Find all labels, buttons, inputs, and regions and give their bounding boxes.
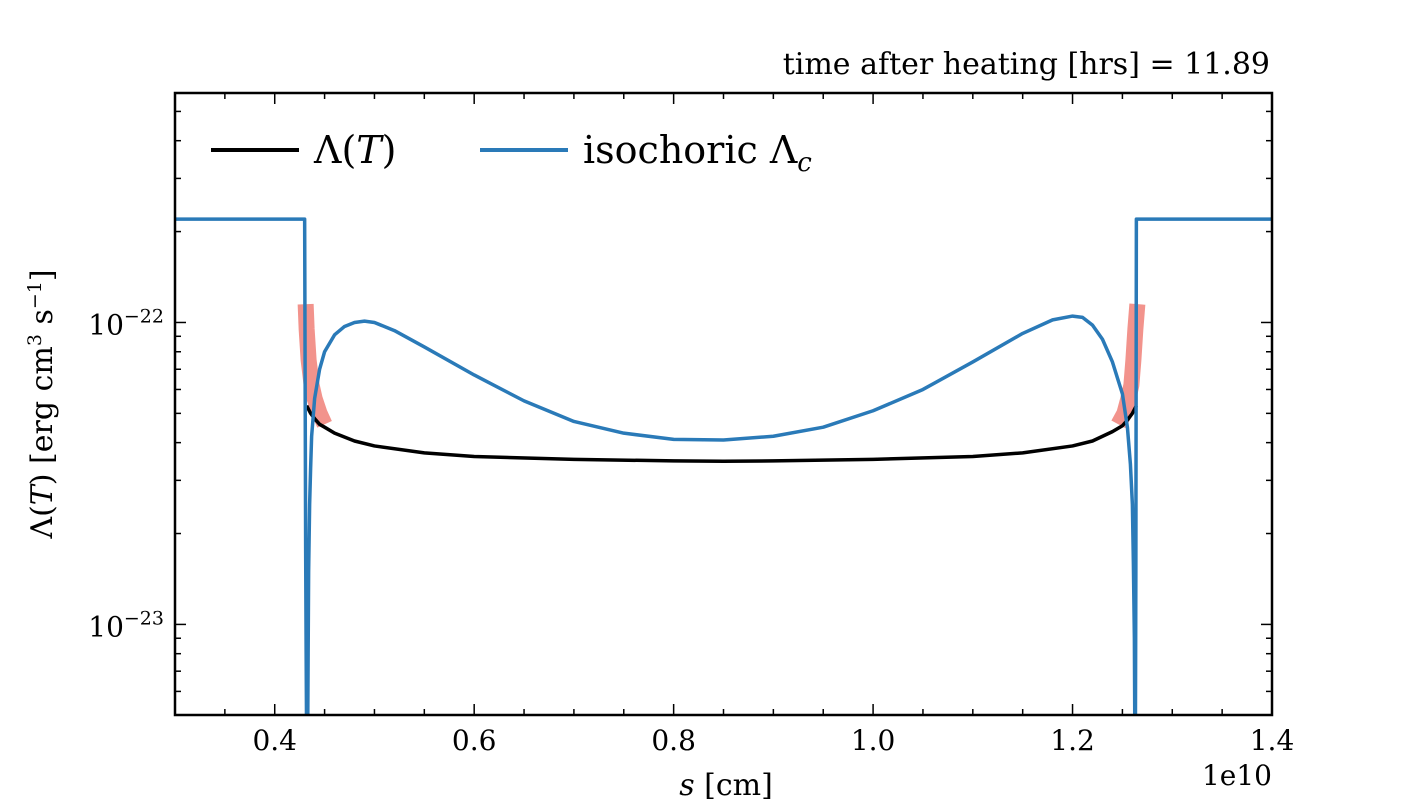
tick-layer bbox=[174, 93, 1273, 715]
series-layer bbox=[175, 217, 1272, 715]
x-tick-labels: 0.4 0.6 0.8 1.0 1.2 1.4 bbox=[252, 724, 1294, 757]
x-tick-label: 1.4 bbox=[1250, 724, 1295, 757]
x-tick-label: 0.4 bbox=[252, 724, 297, 757]
legend-label-lambda: Λ(T) bbox=[313, 128, 396, 172]
x-offset-label: 1e10 bbox=[1202, 759, 1272, 792]
series-line-lambda bbox=[305, 404, 1138, 464]
x-tick-label: 0.8 bbox=[651, 724, 696, 757]
x-tick-label: 0.6 bbox=[452, 724, 497, 757]
plot-frame bbox=[173, 91, 1274, 717]
series-line-isochoric bbox=[175, 217, 1272, 715]
y-tick-labels: 10−23 10−22 bbox=[88, 305, 164, 643]
legend-label-isochoric: isochoric Λc bbox=[583, 128, 812, 178]
chart-title: time after heating [hrs] = 11.89 bbox=[783, 47, 1270, 82]
x-axis-label: s [cm] bbox=[679, 768, 773, 803]
y-tick-label: 10−23 bbox=[88, 607, 164, 643]
y-tick-label: 10−22 bbox=[88, 305, 164, 341]
y-axis-label: Λ(T) [erg cm3 s−1] bbox=[24, 269, 60, 539]
legend: Λ(T) isochoric Λc bbox=[211, 128, 812, 178]
x-tick-label: 1.0 bbox=[851, 724, 896, 757]
x-tick-label: 1.2 bbox=[1050, 724, 1095, 757]
